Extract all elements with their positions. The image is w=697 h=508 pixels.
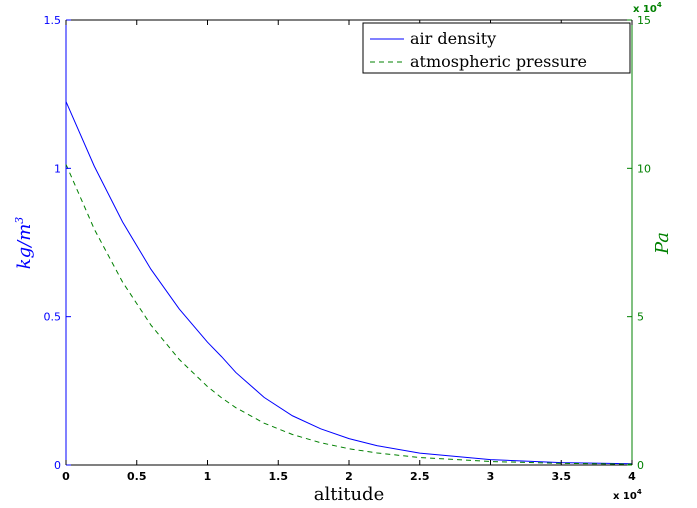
right-y-axis-ticks: 0 5 10 15 [627,14,651,472]
left-y-title-power: 3 [13,217,26,224]
left-y-axis-title: kg/m3 [13,217,35,270]
left-y-axis-ticks: 0 0.5 1 1.5 [44,14,71,472]
x-tick-label: 4 [628,470,636,483]
x-tick-label: 3 [487,470,495,483]
x-tick-label: 0 [62,470,70,483]
right-exponent-base: x 10 [633,4,657,15]
left-y-tick-label: 0 [54,459,61,472]
left-y-tick-label: 0.5 [44,311,62,324]
right-axis-exponent: x 104 [633,1,662,15]
legend-label-air-density: air density [410,29,496,48]
x-tick-label: 1.5 [269,470,289,483]
left-y-tick-label: 1 [54,162,61,175]
x-exponent-power: 4 [637,488,642,496]
plot-frame [65,19,633,466]
x-tick-label: 2.5 [410,470,430,483]
right-y-tick-label: 10 [637,162,651,175]
x-tick-label: 0.5 [127,470,147,483]
x-tick-label: 1 [204,470,212,483]
right-y-tick-label: 15 [637,14,651,27]
right-y-axis-title: Pa [652,232,673,255]
air-density-line [65,101,633,465]
legend-box [362,22,631,74]
x-tick-label: 2 [345,470,353,483]
series-lines [65,101,633,465]
legend: air density atmospheric pressure [362,22,631,74]
plot-background [66,20,632,465]
x-exponent-base: x 10 [613,491,637,502]
x-axis-ticks: 0 0.5 1 1.5 2 2.5 3 3.5 4 [62,20,636,483]
right-y-tick-label: 0 [637,459,644,472]
left-y-tick-label: 1.5 [44,14,62,27]
atmospheric-pressure-line [65,164,633,465]
x-tick-label: 3.5 [552,470,572,483]
right-y-tick-label: 5 [637,311,644,324]
x-axis-title: altitude [314,484,384,505]
right-exponent-power: 4 [657,1,662,9]
legend-label-atmospheric-pressure: atmospheric pressure [410,52,587,71]
x-axis-exponent: x 104 [613,488,642,502]
left-y-title-base: kg/m [14,224,35,270]
